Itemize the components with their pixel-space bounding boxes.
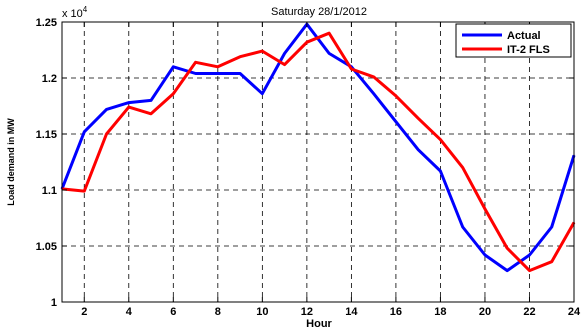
data-point <box>550 260 553 263</box>
y-axis-label: Load demand in MW <box>6 118 16 206</box>
x-tick-label: 6 <box>170 306 176 318</box>
data-point <box>328 32 330 34</box>
y-tick-label: 1 <box>51 297 57 309</box>
x-axis-label: Hour <box>306 318 332 330</box>
data-point <box>395 120 397 123</box>
y-exponent-power: 4 <box>83 5 88 14</box>
data-point <box>328 52 330 55</box>
data-point <box>528 254 531 256</box>
data-point <box>194 72 197 75</box>
x-tick-label: 18 <box>434 306 446 318</box>
data-point <box>306 41 308 43</box>
data-point <box>83 190 86 192</box>
series-lines <box>60 22 576 273</box>
data-point <box>395 95 397 97</box>
data-point <box>461 226 464 228</box>
x-tick-label: 8 <box>215 306 221 318</box>
x-tick-label: 24 <box>568 306 581 318</box>
data-point <box>217 72 219 75</box>
legend-label-it2-fls: IT-2 FLS <box>507 44 550 56</box>
axis-ticks <box>62 21 575 303</box>
legend-label-actual: Actual <box>507 30 541 42</box>
series-points-1 <box>61 32 575 272</box>
y-tick-label: 1.2 <box>42 73 57 85</box>
data-point <box>506 247 509 250</box>
grid-lines <box>62 22 574 302</box>
y-exponent-label: x 104 <box>62 5 88 20</box>
data-point <box>372 76 375 78</box>
data-point <box>461 166 464 169</box>
series-line-actual <box>60 22 576 273</box>
data-point <box>150 99 152 102</box>
data-point <box>506 269 509 272</box>
data-point <box>150 113 152 115</box>
data-point <box>239 72 241 75</box>
data-point <box>83 130 86 133</box>
y-exponent-base: x 10 <box>62 8 83 20</box>
data-point <box>127 106 130 108</box>
x-tick-label: 12 <box>301 306 313 318</box>
series-line-it-2-fls <box>61 31 576 273</box>
data-point <box>172 92 175 95</box>
data-point <box>127 101 130 104</box>
data-point <box>172 66 175 68</box>
data-point <box>239 55 241 58</box>
data-point <box>484 208 486 210</box>
x-tick-label: 4 <box>126 306 133 318</box>
data-point <box>528 269 531 272</box>
chart-title: Saturday 28/1/2012 <box>271 6 367 18</box>
data-point <box>261 92 264 95</box>
x-tick-label: 2 <box>81 306 87 318</box>
x-tick-label: 10 <box>256 306 268 318</box>
data-point <box>350 68 353 70</box>
data-point <box>283 63 286 66</box>
y-tick-label: 1.15 <box>36 129 57 141</box>
x-tick-label: 22 <box>523 306 535 318</box>
legend: Actual IT-2 FLS <box>455 23 572 58</box>
x-tick-label: 14 <box>345 306 358 318</box>
y-tick-label: 1.05 <box>36 241 57 253</box>
data-point <box>217 66 219 68</box>
data-point <box>550 226 553 228</box>
data-point <box>194 61 197 64</box>
data-point <box>439 138 442 141</box>
data-point <box>105 133 108 135</box>
legend-box <box>455 23 572 58</box>
y-tick-label: 1.25 <box>36 17 57 29</box>
data-point <box>484 254 486 256</box>
data-point <box>105 108 108 111</box>
y-tick-label: 1.1 <box>42 185 57 197</box>
data-point <box>372 92 375 95</box>
x-tick-label: 20 <box>479 306 491 318</box>
data-point <box>261 50 264 52</box>
data-point <box>439 170 442 172</box>
data-point <box>283 52 286 55</box>
data-point <box>417 148 419 151</box>
x-tick-label: 16 <box>390 306 402 318</box>
plot-area-frame <box>61 21 575 303</box>
data-point <box>417 117 419 120</box>
